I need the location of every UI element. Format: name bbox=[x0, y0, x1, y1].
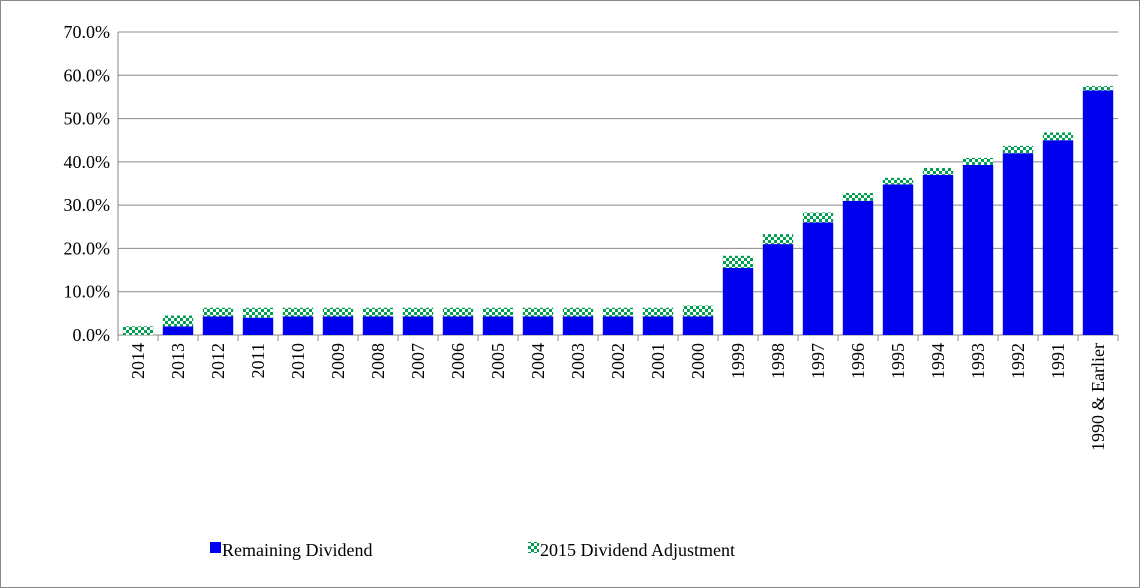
x-tick-label: 2007 bbox=[408, 343, 428, 379]
x-tick-label: 1997 bbox=[808, 343, 828, 379]
bar-segment bbox=[1002, 145, 1034, 154]
bar-segment bbox=[562, 316, 594, 335]
legend-label: Remaining Dividend bbox=[222, 540, 372, 560]
bar-segment bbox=[402, 316, 434, 335]
bar-segment bbox=[202, 316, 234, 335]
bar-segment bbox=[1002, 153, 1034, 335]
bar-segment bbox=[322, 307, 354, 317]
bar-segment bbox=[1082, 86, 1114, 91]
y-tick-label: 40.0% bbox=[64, 152, 111, 172]
bar-segment bbox=[842, 193, 874, 201]
x-tick-label: 2004 bbox=[528, 343, 548, 379]
bar-segment bbox=[162, 326, 194, 335]
legend-swatch bbox=[210, 542, 221, 553]
x-tick-label: 1991 bbox=[1048, 343, 1068, 379]
bar-segment bbox=[602, 307, 634, 317]
x-tick-label: 1990 & Earlier bbox=[1088, 343, 1108, 451]
bar-segment bbox=[482, 307, 514, 317]
bar-segment bbox=[242, 307, 274, 318]
x-tick-label: 1994 bbox=[928, 343, 948, 379]
x-tick-label: 2001 bbox=[648, 343, 668, 379]
bar-segment bbox=[1082, 90, 1114, 335]
bar-segment bbox=[922, 174, 954, 335]
bar-segment bbox=[762, 234, 794, 245]
bar-segment bbox=[602, 316, 634, 335]
bar-segment bbox=[682, 316, 714, 335]
bar-segment bbox=[842, 200, 874, 335]
bar-segment bbox=[922, 167, 954, 175]
bar-segment bbox=[642, 316, 674, 335]
bar-segment bbox=[522, 307, 554, 317]
bar-segment bbox=[242, 317, 274, 335]
y-tick-label: 30.0% bbox=[64, 195, 111, 215]
y-tick-label: 70.0% bbox=[64, 22, 111, 42]
bar-segment bbox=[1042, 132, 1074, 141]
x-tick-label: 2008 bbox=[368, 343, 388, 379]
bar-segment bbox=[282, 307, 314, 317]
bar-segment bbox=[962, 157, 994, 165]
x-tick-label: 2003 bbox=[568, 343, 588, 379]
bar-segment bbox=[722, 255, 754, 268]
y-tick-label: 0.0% bbox=[73, 325, 111, 345]
bar-segment bbox=[402, 307, 434, 317]
bar-segment bbox=[442, 307, 474, 317]
x-tick-label: 2005 bbox=[488, 343, 508, 379]
bar-segment bbox=[722, 267, 754, 335]
x-tick-label: 2009 bbox=[328, 343, 348, 379]
bar-segment bbox=[362, 316, 394, 335]
bar-segment bbox=[322, 316, 354, 335]
x-tick-label: 2013 bbox=[168, 343, 188, 379]
bar-segment bbox=[482, 316, 514, 335]
bar-segment bbox=[522, 316, 554, 335]
bar-segment bbox=[1042, 140, 1074, 335]
x-tick-label: 2002 bbox=[608, 343, 628, 379]
x-tick-label: 2011 bbox=[248, 343, 268, 378]
bar-segment bbox=[762, 244, 794, 335]
bar-segment bbox=[882, 184, 914, 335]
bar-segment bbox=[962, 164, 994, 335]
legend-label: 2015 Dividend Adjustment bbox=[540, 540, 735, 560]
x-tick-label: 1996 bbox=[848, 343, 868, 379]
x-tick-label: 2006 bbox=[448, 343, 468, 379]
x-tick-label: 1995 bbox=[888, 343, 908, 379]
bar-segment bbox=[642, 307, 674, 317]
x-tick-label: 2012 bbox=[208, 343, 228, 379]
x-tick-label: 2000 bbox=[688, 343, 708, 379]
bar-segment bbox=[202, 307, 234, 317]
x-tick-label: 2010 bbox=[288, 343, 308, 379]
bar-segment bbox=[802, 222, 834, 335]
bar-segment bbox=[162, 315, 194, 327]
y-tick-label: 10.0% bbox=[64, 282, 111, 302]
bar-segment bbox=[682, 305, 714, 317]
y-tick-label: 60.0% bbox=[64, 65, 111, 85]
x-tick-label: 2014 bbox=[128, 343, 148, 379]
x-tick-label: 1999 bbox=[728, 343, 748, 379]
bar-segment bbox=[282, 316, 314, 335]
x-tick-label: 1993 bbox=[968, 343, 988, 379]
legend-swatch bbox=[528, 542, 539, 553]
y-tick-label: 20.0% bbox=[64, 238, 111, 258]
bar-segment bbox=[362, 307, 394, 317]
bar-segment bbox=[882, 177, 914, 185]
x-tick-label: 1992 bbox=[1008, 343, 1028, 379]
x-tick-label: 1998 bbox=[768, 343, 788, 379]
bar-segment bbox=[442, 316, 474, 335]
bar-segment bbox=[562, 307, 594, 317]
bar-segment bbox=[122, 326, 154, 335]
bar-segment bbox=[802, 212, 834, 223]
y-tick-label: 50.0% bbox=[64, 109, 111, 129]
